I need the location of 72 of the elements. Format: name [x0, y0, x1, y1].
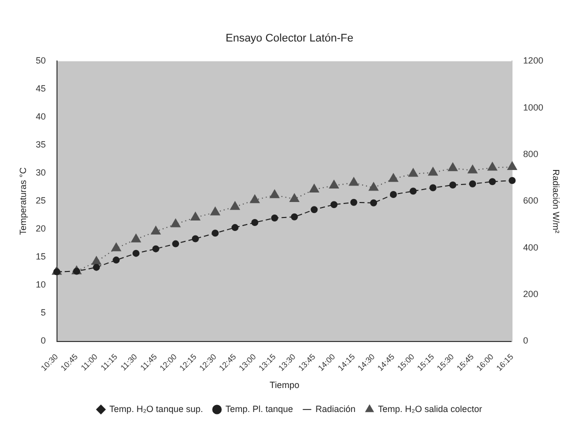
point [508, 177, 516, 184]
point [170, 218, 180, 228]
y2-tick-label: 1000 [523, 102, 544, 112]
y2-axis-title: Radiación W/m² [551, 169, 562, 234]
y-tick-label: 45 [36, 84, 46, 94]
point [92, 264, 100, 271]
point [507, 162, 518, 170]
point [469, 180, 476, 188]
point [190, 212, 200, 220]
y-axis-title: Temperaturas °C [18, 166, 28, 236]
point [449, 181, 456, 188]
legend-label: Temp. Pl. tanque [225, 404, 294, 414]
point [350, 198, 358, 206]
point [212, 230, 219, 237]
point [152, 245, 160, 252]
point [270, 190, 280, 198]
point [390, 191, 397, 198]
y-tick-label: 35 [36, 140, 46, 150]
point [290, 193, 300, 202]
point [290, 213, 298, 220]
point [408, 168, 418, 177]
point [53, 268, 60, 276]
x-axis-title: Tiempo [270, 380, 300, 390]
y-tick-label: 25 [36, 196, 46, 206]
point [429, 184, 436, 192]
y-tick-label: 30 [36, 168, 46, 178]
y-tick-label: 20 [36, 224, 46, 234]
point [230, 201, 240, 210]
point [310, 206, 318, 214]
point [210, 206, 220, 216]
point [131, 234, 141, 242]
point [73, 268, 80, 275]
legend-label: Temp. H₂O salida colector [378, 404, 482, 414]
point [388, 173, 398, 182]
y2-tick-label: 600 [523, 196, 538, 206]
y-tick-label: 5 [40, 308, 46, 318]
point [112, 256, 120, 264]
point [428, 167, 438, 176]
point [448, 162, 458, 172]
point [368, 182, 378, 191]
point [111, 242, 122, 252]
y-tick-label: 0 [40, 336, 46, 346]
point [232, 224, 238, 232]
legend-label: Radiación [316, 404, 356, 414]
y-tick-label: 40 [36, 112, 46, 122]
point [488, 178, 496, 186]
point [370, 199, 378, 206]
point [410, 188, 417, 195]
point [92, 256, 102, 265]
point [488, 162, 498, 171]
y2-tick-label: 0 [523, 336, 528, 346]
chart-title: Ensayo Colector Latón-Fe [226, 32, 354, 45]
y-tick-label: 50 [36, 56, 46, 66]
point [192, 235, 199, 242]
point [271, 214, 278, 222]
y2-tick-label: 400 [523, 242, 538, 252]
y2-tick-label: 1200 [523, 56, 544, 66]
point [329, 180, 339, 189]
point [132, 250, 140, 257]
y-tick-label: 15 [36, 252, 46, 262]
legend-label: Temp. H₂O tanque sup. [109, 404, 203, 414]
point [330, 201, 338, 208]
point [150, 226, 161, 234]
point [251, 219, 258, 226]
point [172, 240, 180, 248]
point [309, 184, 320, 192]
y2-tick-label: 200 [523, 289, 538, 300]
y-tick-label: 10 [36, 280, 46, 290]
point [348, 177, 359, 186]
y2-tick-label: 800 [523, 149, 538, 160]
point [468, 164, 478, 174]
point [250, 194, 260, 204]
